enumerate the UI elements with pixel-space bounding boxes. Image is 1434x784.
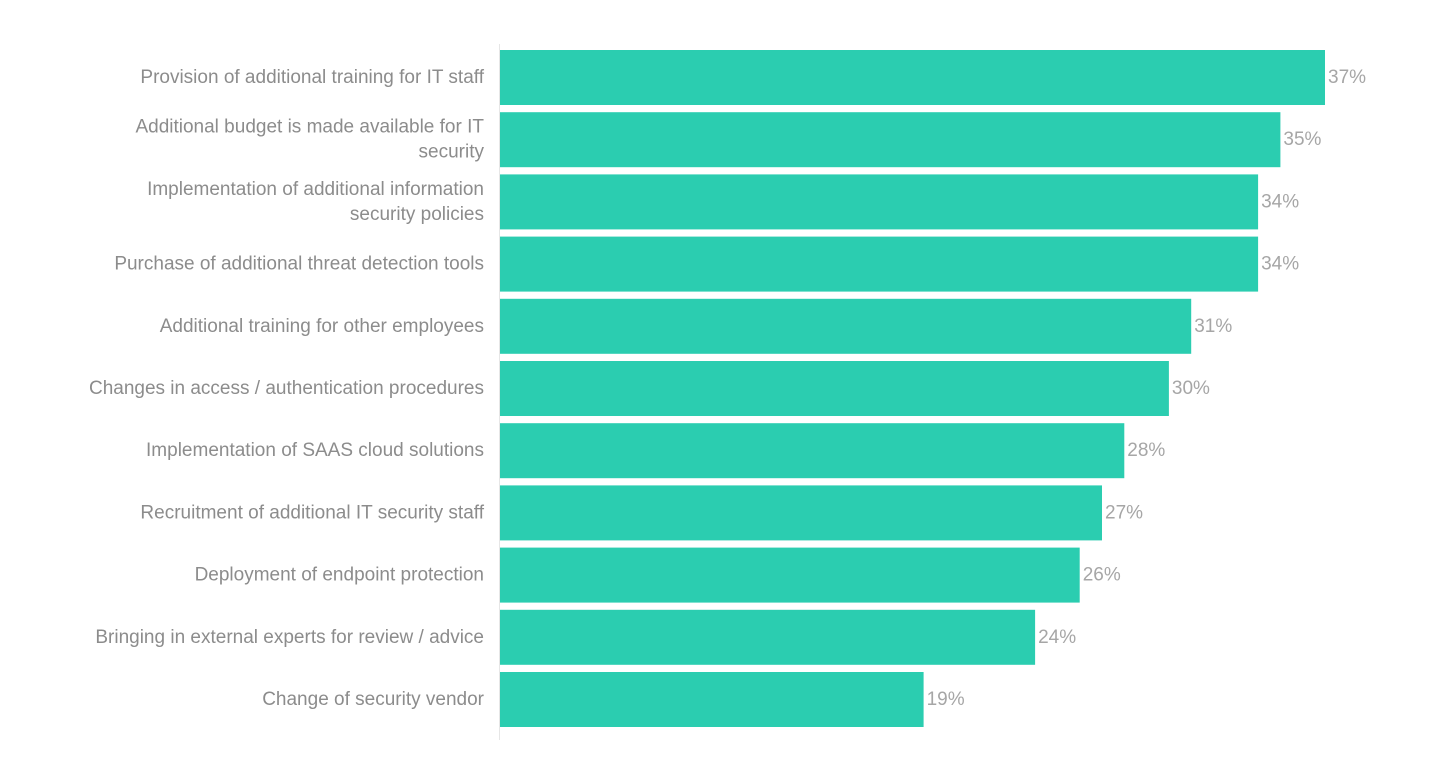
value-label: 34% [1261,254,1299,275]
bar [500,298,1192,354]
category-label-line: security policies [350,204,484,225]
bar [500,609,1036,665]
bar [500,672,924,727]
bar [500,112,1281,168]
category-label-line: Purchase of additional threat detection … [114,254,484,275]
bar [500,50,1325,105]
category-label: Bringing in external experts for review … [95,627,484,648]
bar [500,236,1259,292]
category-label-line: Implementation of SAAS cloud solutions [146,440,484,461]
category-label-line: Change of security vendor [262,689,484,710]
category-label-line: Recruitment of additional IT security st… [140,502,484,523]
category-label-line: security [419,142,485,163]
value-label: 26% [1083,565,1121,586]
category-labels-group: Provision of additional training for IT … [89,67,485,710]
value-label: 24% [1038,627,1076,648]
value-labels-group: 37% 35% 34% 34% 31% 30% 28% 27% 26% 24% 19% [927,67,1367,710]
category-label: Purchase of additional threat detection … [114,254,484,275]
category-label: Provision of additional training for IT … [140,67,484,88]
value-label: 31% [1194,316,1232,337]
bars-group [500,50,1325,727]
value-label: 28% [1127,440,1165,461]
value-label: 27% [1105,502,1143,523]
bar [500,174,1259,230]
category-label: Changes in access / authentication proce… [89,378,484,399]
category-label-line: Deployment of endpoint protection [195,565,484,586]
category-label-line: Implementation of additional information [147,179,484,200]
value-label: 30% [1172,378,1210,399]
value-label: 19% [927,689,965,710]
value-label: 35% [1283,129,1321,150]
category-label: Additional budget is made available for … [135,117,484,163]
category-label-line: Changes in access / authentication proce… [89,378,484,399]
category-label: Deployment of endpoint protection [195,565,484,586]
bar [500,485,1102,541]
category-label-line: Provision of additional training for IT … [140,67,484,88]
value-label: 34% [1261,191,1299,212]
bar [500,361,1169,416]
category-label-line: Bringing in external experts for review … [95,627,484,648]
category-label-line: Additional training for other employees [160,316,484,337]
bar [500,547,1080,603]
category-label: Change of security vendor [262,689,484,710]
bar [500,423,1125,479]
category-label: Implementation of SAAS cloud solutions [146,440,484,461]
value-label: 37% [1328,67,1366,88]
category-label: Recruitment of additional IT security st… [140,502,484,523]
category-label-line: Additional budget is made available for … [135,117,484,138]
category-label: Additional training for other employees [160,316,484,337]
category-label: Implementation of additional information… [147,179,484,225]
